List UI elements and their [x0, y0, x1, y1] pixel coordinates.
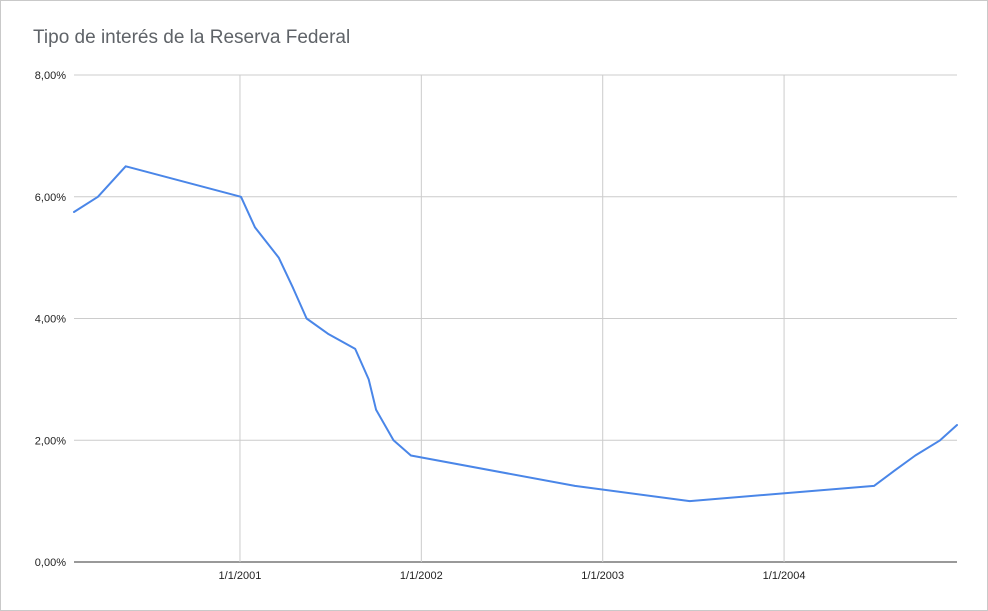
data-point: [367, 378, 370, 381]
x-tick-label: 1/1/2003: [581, 570, 624, 582]
y-tick-label: 6,00%: [35, 192, 66, 204]
data-point: [327, 332, 329, 335]
x-tick-label: 1/1/2004: [763, 570, 806, 582]
data-point: [292, 287, 294, 289]
y-tick-label: 4,00%: [35, 314, 66, 326]
data-point: [939, 439, 941, 442]
series-line: [73, 165, 958, 503]
grid-lines: [74, 74, 957, 563]
data-point: [375, 409, 377, 411]
data-point: [688, 500, 691, 502]
data-point: [893, 469, 896, 472]
axis-ticks: 0,00% 2,00% 4,00% 6,00% 8,00% 1/1/2001 1/1/200…: [35, 70, 806, 582]
data-point: [277, 256, 280, 259]
data-point: [410, 454, 412, 457]
data-point: [97, 196, 99, 198]
data-point: [914, 454, 917, 457]
data-point: [124, 165, 127, 168]
data-point: [73, 211, 75, 213]
data-point: [392, 439, 395, 442]
y-tick-label: 2,00%: [35, 435, 66, 447]
series-layer: [73, 165, 958, 503]
x-tick-label: 1/1/2001: [219, 570, 262, 582]
data-point: [873, 485, 875, 487]
data-point: [305, 317, 308, 320]
x-tick-label: 1/1/2002: [400, 570, 443, 582]
data-point: [956, 424, 958, 426]
y-tick-label: 0,00%: [35, 557, 66, 569]
y-tick-label: 8,00%: [35, 70, 66, 82]
data-point: [254, 226, 256, 228]
chart-title: Tipo de interés de la Reserva Federal: [33, 27, 351, 48]
data-point: [354, 348, 357, 350]
data-point: [240, 196, 242, 198]
data-point: [574, 485, 576, 487]
